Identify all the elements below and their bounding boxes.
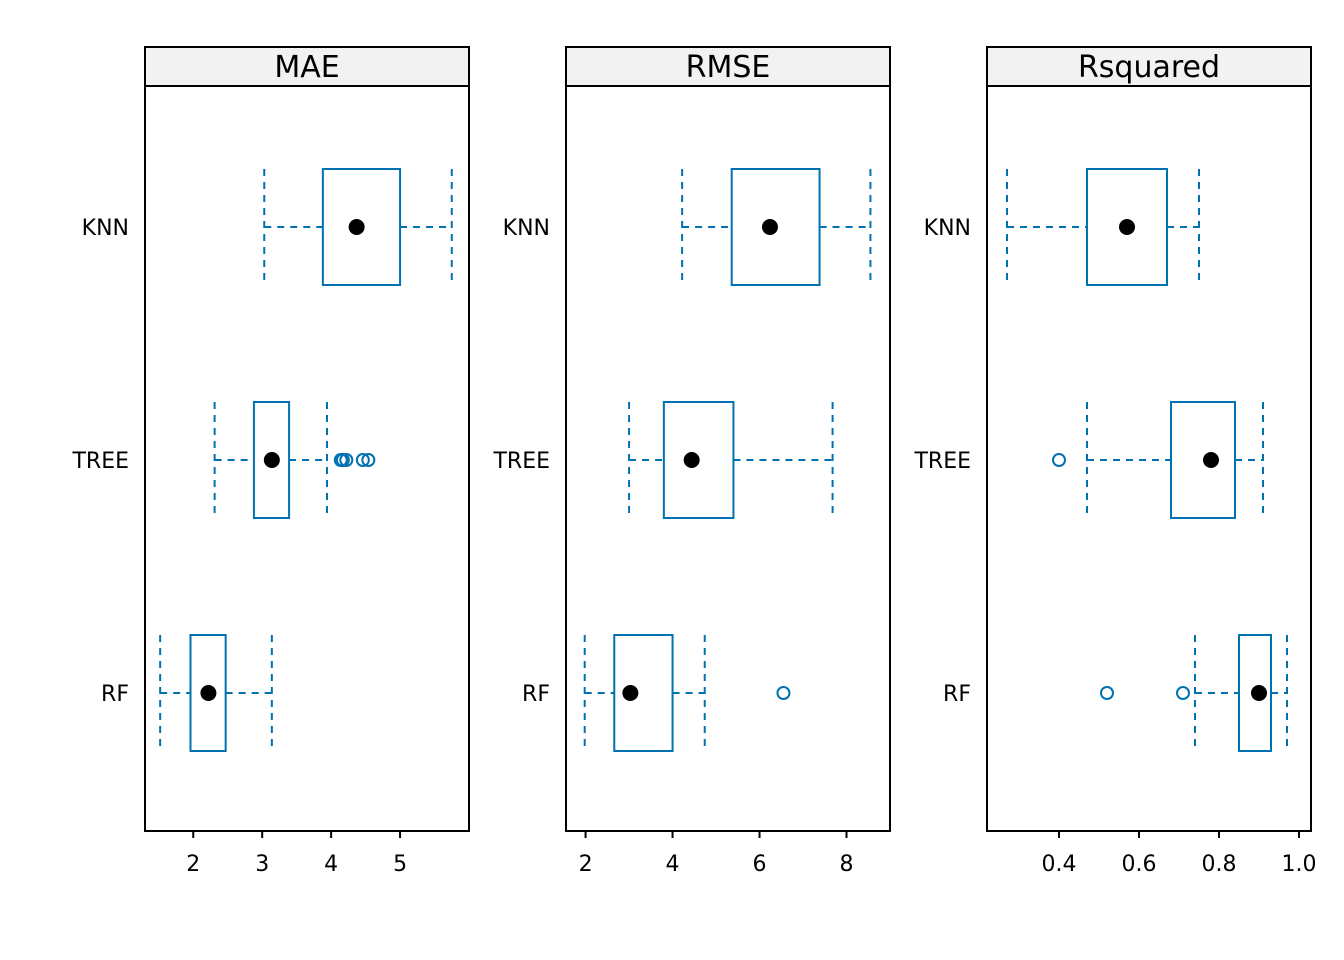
strip-title: RMSE <box>686 50 771 85</box>
box-tree <box>1052 401 1264 519</box>
category-label: KNN <box>924 216 971 241</box>
x-tick-label: 1.0 <box>1282 852 1317 877</box>
iqr-box <box>189 634 227 752</box>
median-point <box>1119 219 1135 235</box>
strip-title: Rsquared <box>1078 50 1220 85</box>
outlier-point <box>355 453 370 467</box>
strip-title: MAE <box>274 50 339 85</box>
box-rf <box>1100 634 1288 752</box>
x-tick-label: 8 <box>840 852 854 877</box>
category-label: RF <box>101 682 129 707</box>
panel-frame <box>986 85 1312 832</box>
box-knn <box>263 168 453 286</box>
iqr-box <box>252 401 291 519</box>
box-rf <box>159 634 273 752</box>
median-point <box>683 452 700 468</box>
outlier-point <box>1176 686 1190 700</box>
outlier-point <box>776 686 791 700</box>
category-label: RF <box>522 682 550 707</box>
median-point <box>263 452 280 468</box>
strip-background <box>144 46 470 87</box>
panel-frame <box>565 85 891 832</box>
category-label: TREE <box>71 449 129 474</box>
x-tick-label: 0.4 <box>1042 852 1077 877</box>
median-point <box>761 219 778 235</box>
iqr-box <box>730 168 821 286</box>
box-tree <box>213 401 376 519</box>
x-tick-label: 2 <box>186 852 200 877</box>
outlier-point <box>1052 453 1066 467</box>
x-tick-label: 0.8 <box>1202 852 1237 877</box>
outlier-point <box>1100 686 1114 700</box>
iqr-box <box>1238 634 1272 752</box>
box-rf <box>583 634 791 752</box>
category-label: KNN <box>82 216 129 241</box>
box-knn <box>681 168 872 286</box>
panel-rmse: RMSE KNN TREE RF 2 4 6 8 <box>492 46 891 877</box>
x-tick-label: 4 <box>324 852 338 877</box>
category-label: KNN <box>503 216 550 241</box>
x-tick-label: 6 <box>753 852 767 877</box>
iqr-box <box>1170 401 1236 519</box>
x-tick-label: 2 <box>579 852 593 877</box>
outlier-point <box>339 453 354 467</box>
panel-frame <box>144 85 470 832</box>
panel-mae: MAE KNN TREE RF 2 3 4 5 <box>71 46 470 877</box>
iqr-box <box>1086 168 1168 286</box>
box-tree <box>628 401 834 519</box>
category-label: TREE <box>492 449 550 474</box>
iqr-box <box>662 401 735 519</box>
median-point <box>1251 685 1267 701</box>
median-point <box>348 219 365 235</box>
panel-rsquared: Rsquared KNN TREE RF 0.4 0.6 0.8 1.0 <box>913 46 1317 877</box>
category-label: RF <box>943 682 971 707</box>
x-tick-label: 5 <box>393 852 407 877</box>
x-tick-label: 3 <box>255 852 269 877</box>
iqr-box <box>613 634 674 752</box>
median-point <box>200 685 217 701</box>
outlier-point <box>361 453 376 467</box>
median-point <box>1203 452 1219 468</box>
category-label: TREE <box>913 449 971 474</box>
box-knn <box>1006 168 1200 286</box>
strip-background <box>565 46 891 87</box>
x-tick-label: 4 <box>666 852 680 877</box>
iqr-box <box>321 168 402 286</box>
median-point <box>622 685 639 701</box>
x-tick-label: 0.6 <box>1122 852 1157 877</box>
